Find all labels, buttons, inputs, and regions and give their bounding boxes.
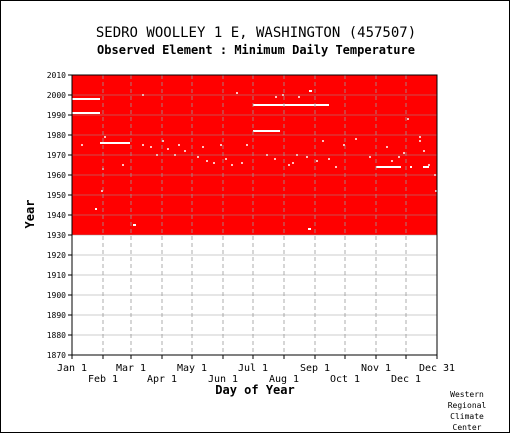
grid-lines [72,74,437,356]
missing-day [162,140,164,142]
x-tick-label: Jan 1 [57,363,87,374]
y-tick-label: 1900 [47,291,66,300]
missing-day [274,158,276,160]
chart-subtitle: Observed Element : Minimum Daily Tempera… [97,43,415,57]
x-tick-label: Oct 1 [330,374,360,385]
missing-day [428,164,430,166]
missing-segment [72,112,100,114]
missing-segment [72,98,100,100]
y-axis-label: Year [23,200,37,229]
missing-day [142,144,144,146]
missing-day [206,160,208,162]
x-tick-label: Dec 1 [391,374,421,385]
missing-day [275,96,277,98]
y-tick-label: 1880 [47,331,66,340]
missing-day [81,144,83,146]
missing-segment [308,228,311,230]
wrcc-credit: Western Regional Climate Center [437,389,497,433]
missing-day [288,164,290,166]
missing-segment [423,166,429,168]
missing-day [225,158,227,160]
y-tick-label: 1960 [47,171,66,180]
missing-day [231,164,233,166]
x-tick-label: Jul 1 [238,363,268,374]
missing-day [407,118,409,120]
missing-day [298,96,300,98]
missing-day [419,140,421,142]
x-axis-label: Day of Year [215,383,294,397]
credit-line-1: Western [450,390,484,399]
missing-day [355,138,357,140]
missing-day [167,148,169,150]
missing-day [236,92,238,94]
y-tick-label: 2010 [47,71,66,80]
x-tick-label: Jun 1 [208,374,238,385]
y-tick-label: 1940 [47,211,66,220]
missing-segment [253,130,280,132]
missing-day [150,146,152,148]
y-tick-label: 1990 [47,111,66,120]
credit-line-3: Climate [450,412,484,421]
missing-day [398,156,400,158]
credit-line-4: Center [452,423,482,432]
missing-segment [95,208,97,210]
missing-day [403,152,405,154]
missing-day [213,162,215,164]
x-tick-label: May 1 [177,363,207,374]
missing-day [306,156,308,158]
y-tick-label: 1970 [47,151,66,160]
missing-day [101,190,103,192]
x-tick-label: Mar 1 [116,363,146,374]
chart-title: SEDRO WOOLLEY 1 E, WASHINGTON (457507) [95,25,417,41]
x-tick-label: Apr 1 [147,374,177,385]
credit-line-2: Regional [447,401,487,410]
plot-border [71,74,438,356]
missing-segment [253,104,329,106]
x-tick-label: Sep 1 [300,363,330,374]
x-tick-label: Aug 1 [269,374,299,385]
axes: 1870 1880 1890 1900 1910 1920 1930 1940 1950 1960… [47,71,455,385]
y-tick-label: 1920 [47,251,66,260]
missing-day [435,190,437,192]
missing-day [343,144,345,146]
missing-day [197,156,199,158]
y-tick-label: 1890 [47,311,66,320]
y-tick-label: 1910 [47,271,66,280]
missing-day [122,164,124,166]
missing-day [369,156,371,158]
missing-day [419,136,421,138]
missing-segment [100,142,130,144]
missing-day [391,160,393,162]
missing-day [220,144,222,146]
missing-day [292,162,294,164]
missing-segment [376,166,401,168]
missing-day [241,162,243,164]
missing-day [322,140,324,142]
missing-segment [309,90,312,92]
missing-day [104,136,106,138]
x-tick-label: Feb 1 [88,374,118,385]
missing-day [328,158,330,160]
y-tick-label: 1980 [47,131,66,140]
x-tick-label: Nov 1 [361,363,391,374]
missing-day [316,160,318,162]
missing-day [184,150,186,152]
missing-day [386,146,388,148]
y-tick-label: 2000 [47,91,66,100]
missing-day [178,144,180,146]
missing-day [335,166,337,168]
missing-day [202,146,204,148]
missing-day [423,150,425,152]
y-tick-label: 1950 [47,191,66,200]
missing-day [246,144,248,146]
y-tick-label: 1930 [47,231,66,240]
x-tick-label: Dec 31 [419,363,455,374]
y-tick-label: 1870 [47,351,66,360]
missing-segment [133,224,136,226]
missing-segment [410,166,412,168]
